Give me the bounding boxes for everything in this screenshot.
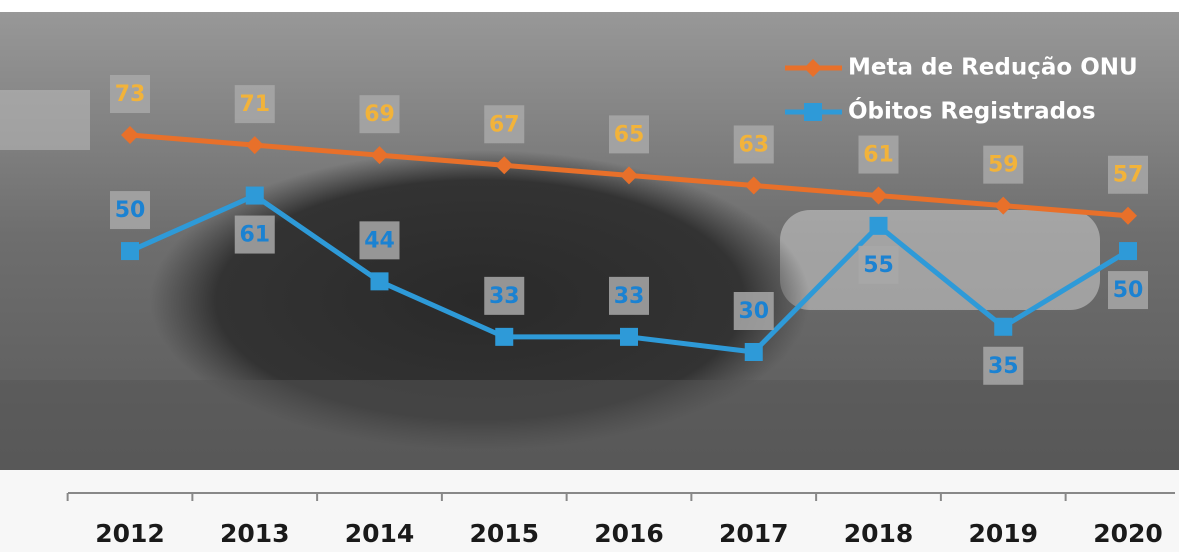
marker	[744, 343, 763, 361]
footer-band	[0, 470, 1179, 552]
data-label: 67	[489, 112, 520, 137]
marker	[994, 196, 1013, 215]
photo-detail	[0, 90, 90, 150]
legend-label: Óbitos Registrados	[848, 97, 1096, 125]
label-box	[733, 292, 774, 330]
top-border	[0, 0, 1179, 12]
label-box	[609, 276, 649, 315]
x-tick-label: 2016	[594, 519, 664, 548]
label-box	[484, 105, 525, 144]
data-label: 33	[489, 284, 520, 309]
label-box	[234, 85, 275, 124]
x-tick-label: 2015	[469, 519, 539, 548]
data-label: 44	[364, 228, 395, 253]
label-box	[359, 95, 400, 134]
data-label: 65	[614, 122, 645, 147]
marker	[495, 327, 514, 346]
label-box	[609, 115, 649, 154]
label-box	[1108, 155, 1148, 194]
label-box	[359, 221, 400, 260]
marker	[370, 272, 389, 291]
marker	[620, 327, 638, 346]
marker	[744, 176, 763, 195]
marker	[370, 146, 389, 165]
label-box	[858, 245, 899, 284]
marker	[994, 317, 1013, 336]
marker	[804, 103, 822, 121]
data-label: 61	[863, 143, 894, 168]
marker	[245, 136, 264, 155]
marker	[869, 216, 888, 235]
label-box	[484, 276, 525, 315]
x-tick-label: 2014	[345, 519, 415, 548]
label-box	[110, 191, 150, 230]
legend-label: Meta de Redução ONU	[848, 55, 1138, 81]
data-label: 35	[988, 354, 1019, 379]
marker	[495, 156, 514, 175]
label-box	[858, 135, 899, 174]
data-label: 59	[988, 153, 1019, 178]
photo-detail	[780, 210, 1100, 310]
data-label: 30	[738, 299, 769, 324]
x-tick-label: 2013	[220, 519, 290, 548]
photo-car	[150, 150, 810, 450]
data-label: 50	[1113, 278, 1144, 303]
x-tick-label: 2020	[1093, 519, 1163, 548]
x-tick-label: 2017	[719, 519, 789, 548]
data-label: 61	[239, 223, 270, 248]
data-label: 71	[239, 92, 270, 117]
marker	[1119, 206, 1137, 225]
label-box	[1108, 271, 1148, 310]
marker	[869, 186, 888, 205]
marker	[804, 59, 822, 77]
marker	[1119, 242, 1137, 261]
data-label: 57	[1113, 163, 1144, 188]
label-box	[234, 215, 275, 254]
photo-road	[0, 380, 1179, 470]
x-tick-label: 2012	[95, 519, 165, 548]
data-label: 63	[738, 132, 769, 157]
marker	[121, 242, 139, 261]
data-label: 69	[364, 102, 395, 127]
data-label: 73	[115, 82, 146, 107]
x-tick-label: 2019	[968, 519, 1038, 548]
label-box	[983, 346, 1024, 385]
label-box	[733, 125, 774, 164]
marker	[620, 166, 638, 185]
marker	[121, 126, 139, 144]
data-label: 33	[614, 284, 645, 309]
marker	[245, 186, 264, 205]
label-box	[983, 145, 1024, 184]
data-label: 50	[115, 198, 146, 223]
x-tick-label: 2018	[844, 519, 914, 548]
data-label: 55	[863, 253, 894, 278]
label-box	[110, 75, 150, 113]
